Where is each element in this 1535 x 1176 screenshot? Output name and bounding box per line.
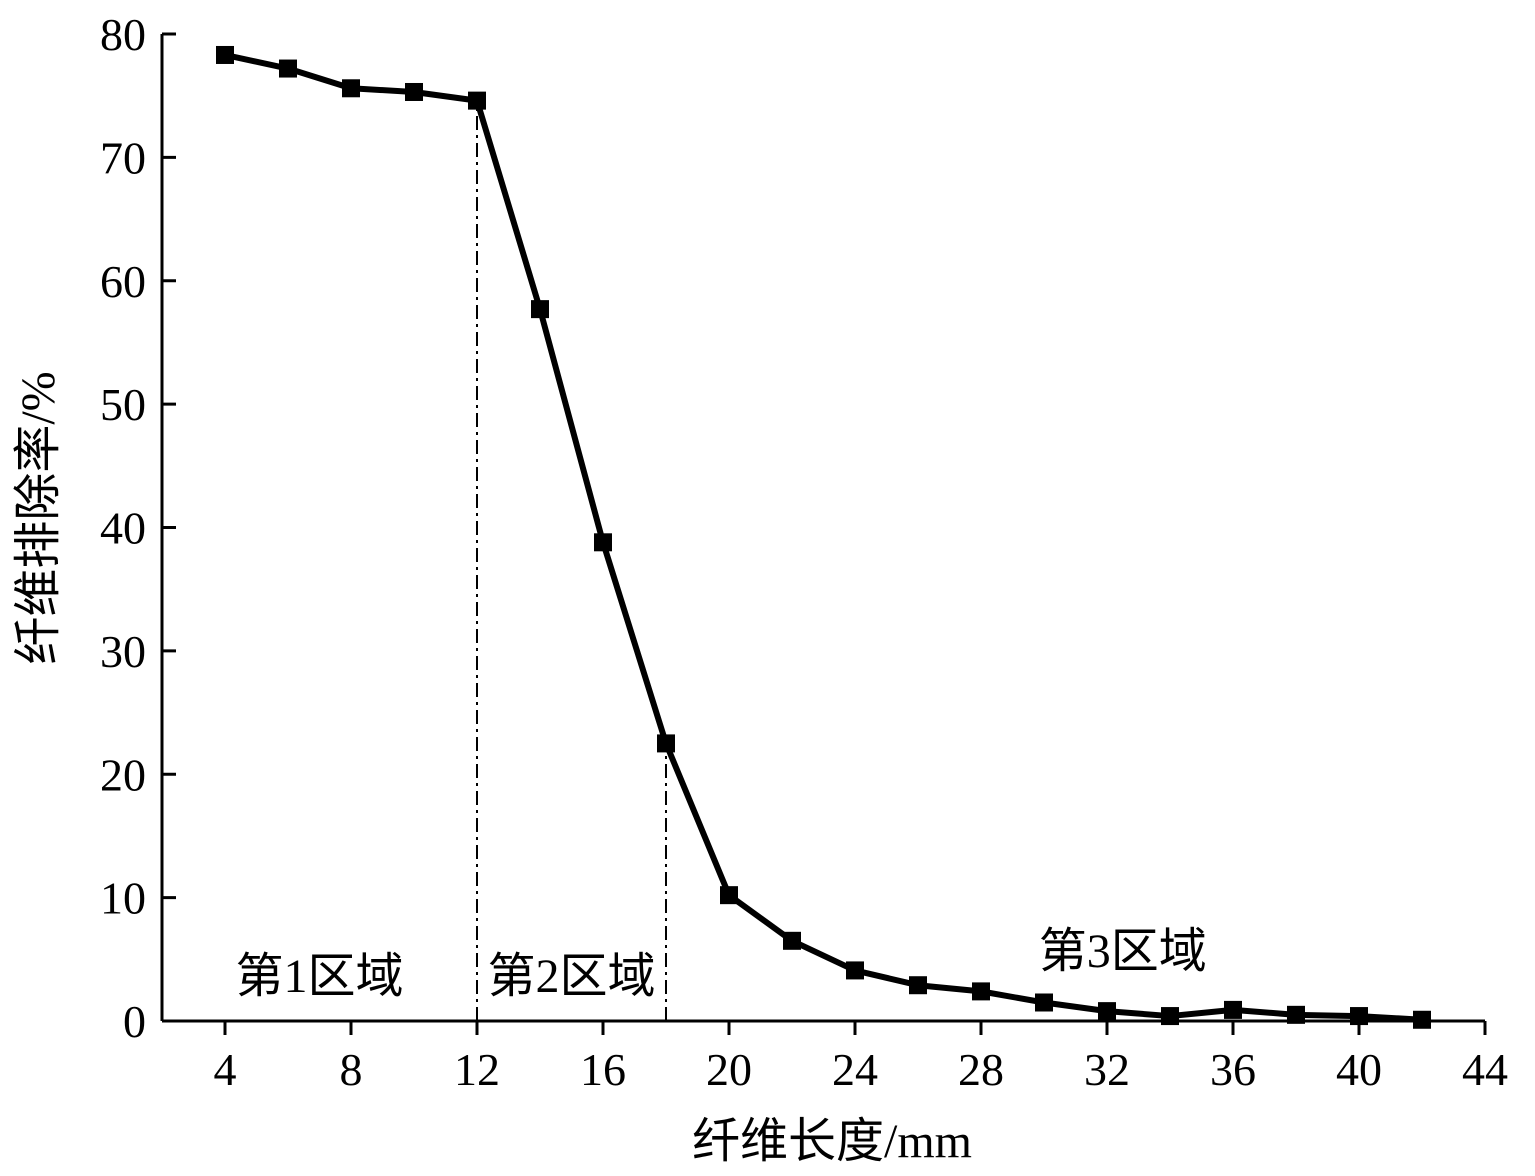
- x-tick-label: 8: [340, 1044, 363, 1095]
- y-tick-label: 70: [100, 132, 146, 183]
- x-tick-label: 16: [580, 1044, 626, 1095]
- y-tick-label: 40: [100, 503, 146, 554]
- data-point: [531, 300, 549, 319]
- y-tick-label: 30: [100, 626, 146, 677]
- y-tick-label: 50: [100, 379, 146, 430]
- data-point: [1161, 1007, 1179, 1026]
- region-label: 第1区域: [235, 950, 403, 1003]
- x-tick-label: 32: [1084, 1044, 1130, 1095]
- y-axis-ticks: 0 10 20 30 40 50 60 70 80: [100, 9, 176, 1047]
- data-point: [342, 79, 360, 98]
- y-tick-label: 20: [100, 749, 146, 800]
- x-axis-title: 纤维长度/mm: [692, 1115, 972, 1168]
- y-tick-label: 0: [123, 996, 146, 1047]
- data-point: [1350, 1007, 1368, 1026]
- x-tick-label: 36: [1210, 1044, 1256, 1095]
- data-point: [594, 533, 612, 552]
- data-point: [1287, 1005, 1305, 1024]
- data-point: [279, 59, 297, 78]
- region-label: 第3区域: [1039, 925, 1207, 978]
- y-tick-label: 80: [100, 9, 146, 60]
- x-axis-ticks: 4 8 12 16 20 24 28 32 36 40 44: [214, 1021, 1508, 1095]
- x-tick-label: 28: [958, 1044, 1004, 1095]
- region-annotations: 第1区域 第2区域 第3区域: [235, 925, 1206, 1003]
- x-tick-label: 24: [832, 1044, 878, 1095]
- data-point: [1035, 993, 1053, 1012]
- y-tick-label: 60: [100, 256, 146, 307]
- data-point: [405, 82, 423, 101]
- data-point: [846, 961, 864, 980]
- x-tick-label: 40: [1336, 1044, 1382, 1095]
- reference-lines: [476, 100, 667, 1021]
- x-tick-label: 44: [1462, 1044, 1508, 1095]
- data-point: [972, 982, 990, 1001]
- data-point: [783, 931, 801, 950]
- series-line: [224, 52, 1423, 1023]
- x-tick-label: 12: [454, 1044, 500, 1095]
- y-axis-title: 纤维排除率/%: [12, 371, 65, 664]
- x-tick-label: 4: [214, 1044, 237, 1095]
- data-point: [1224, 1000, 1242, 1019]
- data-point: [720, 886, 738, 905]
- data-point: [657, 734, 675, 753]
- data-point: [468, 91, 486, 110]
- data-point: [1413, 1010, 1431, 1029]
- data-series: [216, 45, 1431, 1029]
- data-point: [216, 45, 234, 64]
- data-point: [1098, 1002, 1116, 1021]
- region-label: 第2区域: [487, 950, 655, 1003]
- plot-area: [160, 34, 1485, 1023]
- x-tick-label: 20: [706, 1044, 752, 1095]
- y-tick-label: 10: [100, 873, 146, 924]
- data-point: [909, 976, 927, 995]
